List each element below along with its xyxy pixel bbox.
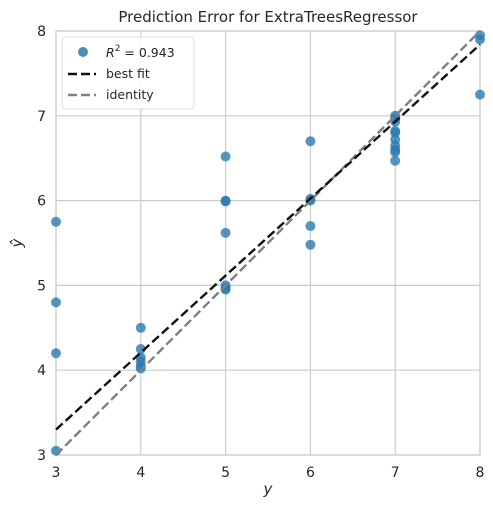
y-tick-label: 6 xyxy=(37,194,46,210)
y-tick-label: 4 xyxy=(37,363,46,379)
data-point xyxy=(220,196,231,207)
data-point xyxy=(220,227,231,238)
x-tick-label: 3 xyxy=(52,465,61,481)
data-point xyxy=(305,136,316,147)
x-axis-label: y xyxy=(263,480,274,498)
legend: R2 = 0.943 best fit identity xyxy=(61,36,195,110)
data-point xyxy=(220,151,231,162)
legend-point-marker xyxy=(78,47,88,57)
legend-identity-label: identity xyxy=(106,87,154,102)
data-point xyxy=(390,147,401,158)
identity-line xyxy=(55,30,481,456)
data-point xyxy=(305,239,316,250)
data-point xyxy=(51,297,61,308)
y-tick-label: 3 xyxy=(37,448,46,464)
y-axis-label: ŷ xyxy=(8,237,26,248)
data-point xyxy=(51,348,61,359)
legend-box xyxy=(61,36,195,110)
x-tick-label: 5 xyxy=(221,465,230,481)
legend-r2-value: = 0.943 xyxy=(124,45,174,60)
x-tick-label: 4 xyxy=(136,465,145,481)
data-point xyxy=(305,221,316,232)
chart-title: Prediction Error for ExtraTreesRegressor xyxy=(118,8,418,26)
data-point xyxy=(390,155,401,166)
legend-r2-symbol: R xyxy=(106,45,115,60)
legend-r2-exponent: 2 xyxy=(115,44,121,54)
legend-best-fit-label: best fit xyxy=(106,66,150,81)
data-point xyxy=(475,89,485,100)
legend-r2-label: R2 = 0.943 xyxy=(106,44,175,60)
x-tick-label: 8 xyxy=(476,465,485,481)
x-tick-labels: 3 4 5 6 7 8 xyxy=(52,465,485,481)
x-tick-label: 6 xyxy=(306,465,315,481)
y-tick-label: 7 xyxy=(37,109,46,125)
data-point xyxy=(51,216,61,227)
best-fit-line xyxy=(55,43,481,431)
x-tick-label: 7 xyxy=(391,465,400,481)
grid-lines xyxy=(55,30,481,456)
data-point xyxy=(135,322,146,333)
plot-frame xyxy=(55,30,481,456)
y-tick-label: 5 xyxy=(37,278,46,294)
y-tick-label: 8 xyxy=(37,24,46,40)
data-point xyxy=(475,34,485,45)
y-tick-labels: 3 4 5 6 7 8 xyxy=(37,24,46,464)
